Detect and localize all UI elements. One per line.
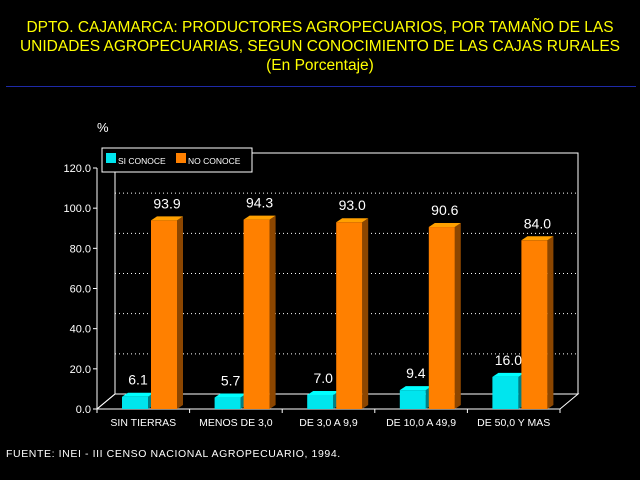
legend-box [101,147,253,173]
bar-side [269,215,276,409]
bar-top [151,216,183,221]
bar-top [428,223,461,228]
bar-no-conoce [428,223,461,409]
x-tick-label: SIN TIERRAS [110,417,176,429]
back-wall-left-edge [96,153,116,410]
bar-front [399,390,426,409]
y-tick-label: 20.0 [70,364,91,376]
data-label: 9.4 [406,365,426,381]
bar-side [547,236,554,409]
bar-top [336,218,369,223]
bar-front [243,219,270,409]
data-label: 7.0 [313,370,333,386]
title-line-3: (En Porcentaje) [266,57,374,74]
data-label: 6.1 [128,372,148,388]
source-note: FUENTE: INEI - III CENSO NACIONAL AGROPE… [6,448,341,460]
bar-front [151,220,177,409]
data-label: 93.9 [153,195,180,211]
bar-si-conoce [307,390,340,409]
bar-chart: 0.0 20.0 40.0 60.0 80.0 100.0 120.0% SIN TIERRA… [63,120,580,429]
y-tick-label: 100.0 [63,203,91,215]
title-divider [6,86,636,87]
y-tick-label: 60.0 [70,284,91,296]
title-line-1: DPTO. CAJAMARCA: PRODUCTORES AGROPECUARI… [26,19,614,36]
data-label: 5.7 [221,373,241,389]
bar-side [454,223,461,409]
chart-title: DPTO. CAJAMARCA: PRODUCTORES AGROPECUARI… [0,18,640,75]
bar-side [177,216,183,409]
bar-no-conoce [336,218,369,409]
data-label: 84.0 [524,215,551,231]
bar-no-conoce [243,215,276,409]
bar-front [214,397,241,409]
bar-top [399,386,432,391]
x-tick-label: DE 3,0 A 9,9 [299,417,358,429]
legend-label: SI CONOCE [118,156,166,166]
bar-front [307,394,334,409]
bar-front [492,376,519,409]
bar-top [214,393,247,398]
bar-side [362,218,369,409]
bar-front [122,396,148,409]
x-tick-label: MENOS DE 3,0 [199,417,273,429]
y-tick-label: 80.0 [70,243,91,255]
bar-no-conoce [151,216,183,409]
bar-no-conoce [521,236,554,409]
back-wall-frame [115,152,579,394]
bar-si-conoce [492,372,525,409]
bar-front [521,240,548,409]
legend: SI CONOCE NO CONOCE [101,147,253,173]
legend-swatch [176,153,186,163]
bar-si-conoce [399,386,432,409]
bar-front [336,222,363,409]
data-label: 94.3 [246,195,273,211]
bar-si-conoce [214,393,247,409]
y-tick-label: 40.0 [70,324,91,336]
bar-top [243,215,276,220]
bar-top [122,392,154,397]
legend-swatch [106,153,116,163]
legend-label: NO CONOCE [188,156,241,166]
bar-top [307,390,340,395]
y-tick-label: 0.0 [76,404,91,416]
y-tick-label: 120.0 [63,163,91,175]
bar-top [492,372,525,377]
bar-front [428,227,455,409]
bar-top [521,236,554,241]
x-tick-label: DE 50,0 Y MAS [477,417,550,429]
title-line-2: UNIDADES AGROPECUARIAS, SEGUN CONOCIMIEN… [19,38,621,55]
data-label: 90.6 [431,202,458,218]
data-label: 16.0 [495,352,522,368]
data-label: 93.0 [339,197,366,213]
bar-si-conoce [122,392,154,409]
y-axis-label: % [97,120,109,135]
x-tick-label: DE 10,0 A 49,9 [386,417,456,429]
